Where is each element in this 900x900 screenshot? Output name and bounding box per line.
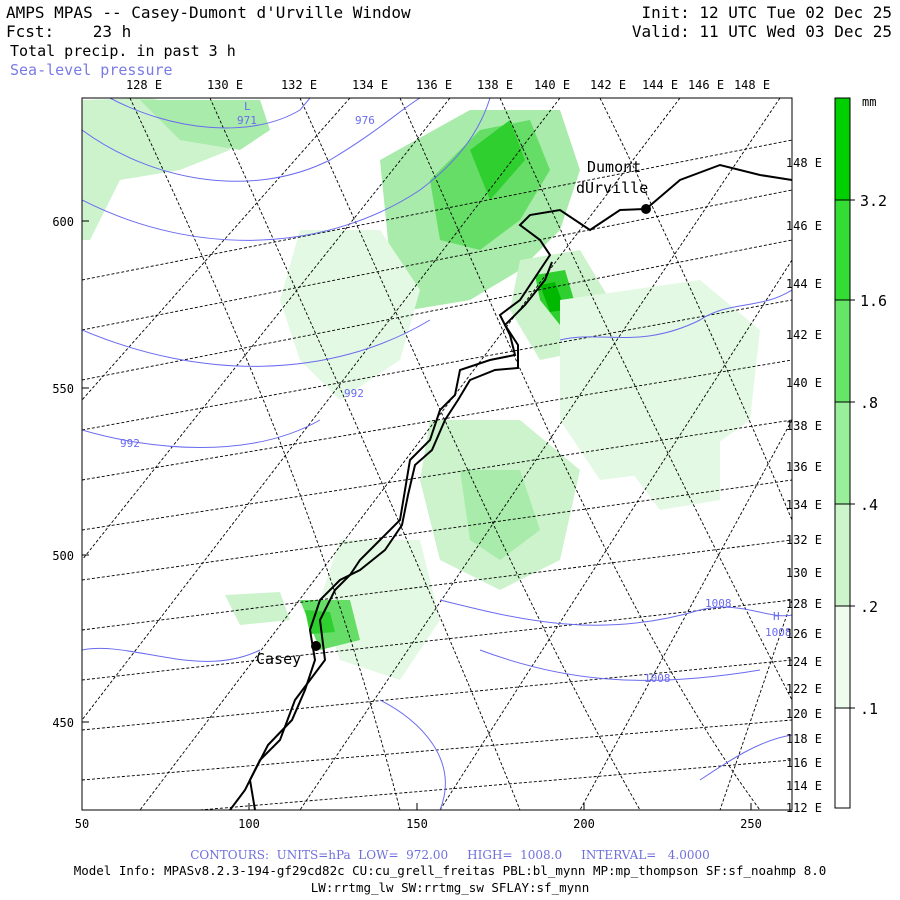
x-tick-label: 150 xyxy=(406,817,428,831)
isobar-label: 976 xyxy=(355,114,375,127)
isobar-label: 1008 xyxy=(644,672,671,685)
y-tick-labels: 600 550 500 450 xyxy=(52,215,74,730)
colorbar-label: 1.6 xyxy=(860,292,887,310)
colorbar-swatch xyxy=(835,300,850,402)
model-info: Model Info: MPASv8.2.3-194-gf29cd82c CU:… xyxy=(73,863,827,878)
colorbar-swatch xyxy=(835,606,850,708)
station-marker-dumont xyxy=(641,204,651,214)
lon-label: 148 E xyxy=(786,156,822,170)
lon-label: 132 E xyxy=(281,78,317,92)
colorbar-label: .1 xyxy=(860,700,878,718)
lon-label: 148 E xyxy=(734,78,770,92)
isobar-labels: 971 976 992 992 1008 1008 1008 H L xyxy=(120,100,792,685)
lon-label: 112 E xyxy=(786,801,822,815)
colorbar: mm 3.2 1.6 .8 .4 .2 .1 xyxy=(834,95,887,809)
forecast-hours: Fcst: 23 h xyxy=(6,22,131,41)
colorbar-swatch xyxy=(835,708,850,808)
station-marker-casey xyxy=(311,641,321,651)
lon-label: 120 E xyxy=(786,707,822,721)
station-label-durville: dUrville xyxy=(576,179,648,197)
x-tick-label: 50 xyxy=(75,817,89,831)
valid-time: Valid: 11 UTC Wed 03 Dec 25 xyxy=(631,22,892,41)
isobars xyxy=(82,98,792,810)
x-tick-labels: 50 100 150 200 250 xyxy=(75,817,762,831)
station-label-casey: Casey xyxy=(256,650,301,668)
fcst-value: 23 h xyxy=(92,22,132,41)
lon-label: 130 E xyxy=(207,78,243,92)
axis-ticks xyxy=(81,220,752,810)
model-info-line2: LW:rrtmg_lw SW:rrtmg_sw SFLAY:sf_mynn xyxy=(310,880,590,895)
lon-label: 118 E xyxy=(786,732,822,746)
isobar-label: 971 xyxy=(237,114,257,127)
y-tick-label: 450 xyxy=(52,716,74,730)
isobar-label: 1008 xyxy=(705,597,732,610)
colorbar-label: .4 xyxy=(860,496,878,514)
lon-label: 130 E xyxy=(786,566,822,580)
fcst-label: Fcst: xyxy=(6,22,55,41)
x-tick-label: 250 xyxy=(740,817,762,831)
latlon-grid xyxy=(82,98,792,810)
colorbar-label: .8 xyxy=(860,394,878,412)
colorbar-swatch xyxy=(835,200,850,300)
colorbar-label: .2 xyxy=(860,598,878,616)
lon-label: 116 E xyxy=(786,756,822,770)
contour-info: CONTOURS: UNITS=hPa LOW= 972.00 HIGH= 10… xyxy=(190,848,710,862)
x-tick-label: 200 xyxy=(573,817,595,831)
field-label-precip: Total precip. in past 3 h xyxy=(10,42,236,60)
plot-frame xyxy=(81,97,793,811)
field-label-slp: Sea-level pressure xyxy=(10,61,173,79)
lon-label: 134 E xyxy=(352,78,388,92)
colorbar-unit: mm xyxy=(862,95,876,109)
isobar-label: 992 xyxy=(120,437,140,450)
station-dumont: Dumont dUrville xyxy=(576,158,651,214)
lon-label: 136 E xyxy=(416,78,452,92)
lon-label: 132 E xyxy=(786,533,822,547)
lon-label: 146 E xyxy=(786,219,822,233)
colorbar-swatch xyxy=(835,504,850,606)
lon-label: 144 E xyxy=(786,277,822,291)
lon-label: 144 E xyxy=(642,78,678,92)
y-tick-label: 500 xyxy=(52,549,74,563)
init-time: Init: 12 UTC Tue 02 Dec 25 xyxy=(641,3,892,22)
lon-labels-top: 128 E 130 E 132 E 134 E 136 E 138 E 140 … xyxy=(126,78,770,92)
lon-label: 128 E xyxy=(126,78,162,92)
colorbar-label: 3.2 xyxy=(860,192,887,210)
station-casey: Casey xyxy=(256,641,321,668)
lon-label: 128 E xyxy=(786,597,822,611)
lon-label: 122 E xyxy=(786,682,822,696)
lon-label: 140 E xyxy=(786,376,822,390)
y-tick-label: 550 xyxy=(52,382,74,396)
lon-label: 114 E xyxy=(786,779,822,793)
map-title: AMPS MPAS -- Casey-Dumont d'Urville Wind… xyxy=(6,3,411,22)
lon-label: 138 E xyxy=(477,78,513,92)
colorbar-swatch xyxy=(835,402,850,504)
lon-labels-right: 148 E 146 E 144 E 142 E 140 E 138 E 136 … xyxy=(786,156,822,815)
x-tick-label: 100 xyxy=(238,817,260,831)
coastline xyxy=(229,163,792,810)
lon-label: 140 E xyxy=(534,78,570,92)
colorbar-swatch xyxy=(835,98,850,200)
lon-label: 136 E xyxy=(786,460,822,474)
lon-label: 142 E xyxy=(786,328,822,342)
precip-shading xyxy=(82,98,760,680)
lon-label: 134 E xyxy=(786,498,822,512)
isobar-label: 992 xyxy=(344,387,364,400)
station-label-dumont: Dumont xyxy=(587,158,641,176)
lon-label: 138 E xyxy=(786,419,822,433)
lon-label: 126 E xyxy=(786,627,822,641)
high-marker: H xyxy=(773,610,780,623)
low-marker: L xyxy=(244,100,251,113)
lon-label: 142 E xyxy=(590,78,626,92)
y-tick-label: 600 xyxy=(52,215,74,229)
lon-label: 146 E xyxy=(688,78,724,92)
lon-label: 124 E xyxy=(786,655,822,669)
isobar-label: 1008 xyxy=(765,626,792,639)
